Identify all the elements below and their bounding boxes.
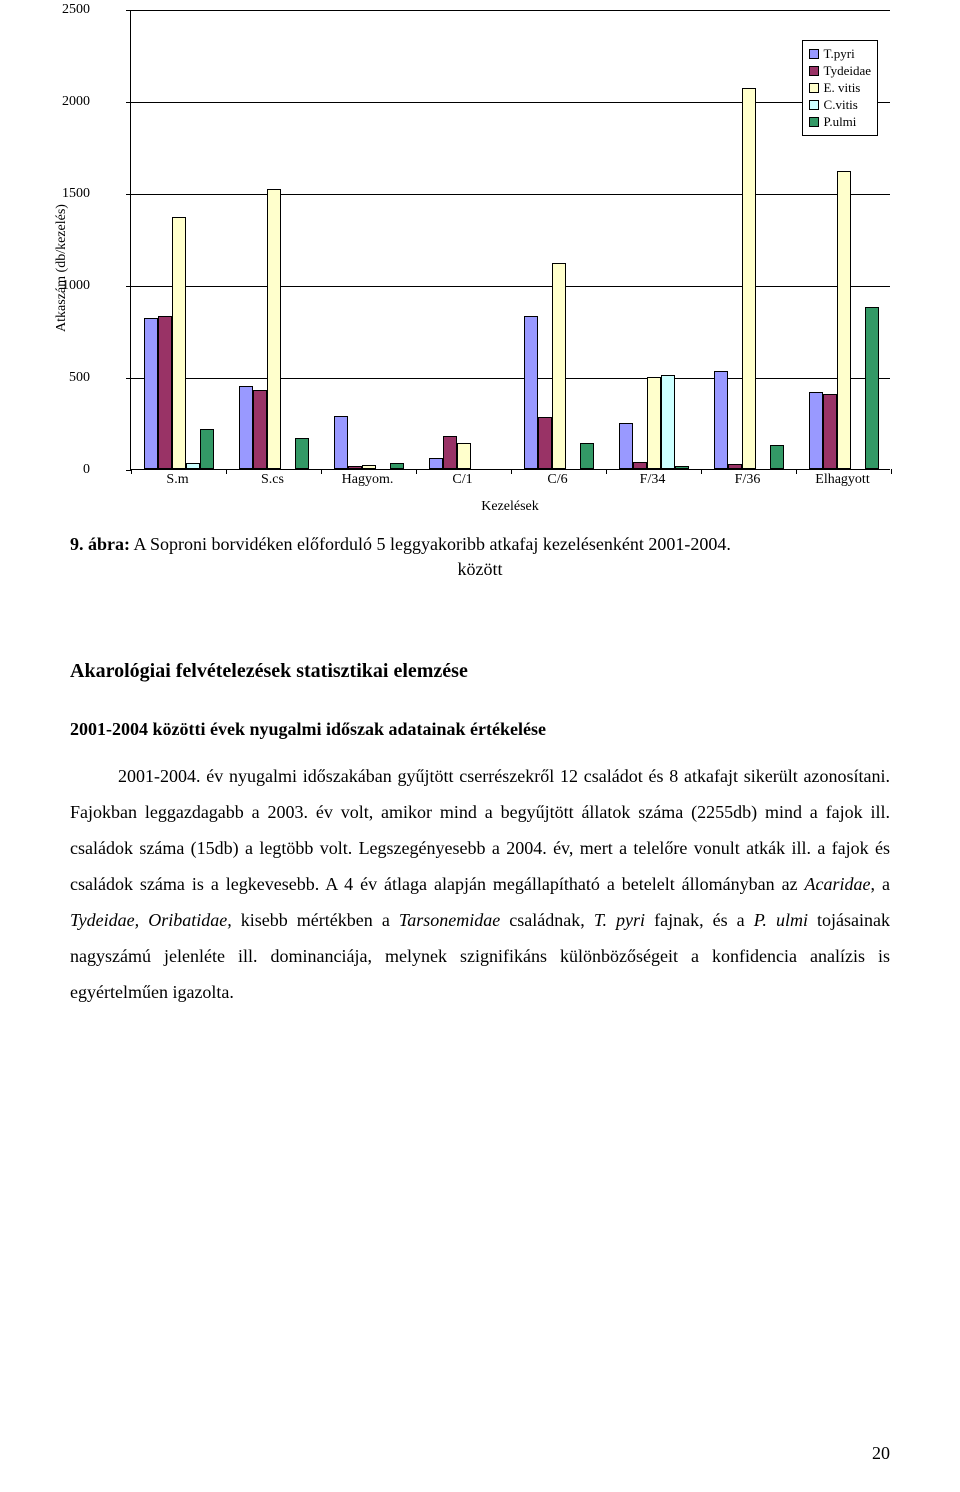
bar bbox=[443, 436, 457, 469]
bar-group bbox=[619, 10, 689, 469]
legend-label: Tydeidae bbox=[824, 63, 871, 79]
bar bbox=[362, 465, 376, 469]
chart-plot-area bbox=[130, 10, 890, 470]
bar-group bbox=[524, 10, 594, 469]
body-paragraph: 2001-2004. év nyugalmi időszakában gyűjt… bbox=[70, 758, 890, 1010]
y-tick-label: 2000 bbox=[62, 94, 90, 110]
legend-swatch bbox=[809, 83, 819, 93]
section-title: Akarológiai felvételezések statisztikai … bbox=[70, 660, 890, 683]
bar bbox=[728, 464, 742, 469]
legend-item: Tydeidae bbox=[809, 63, 871, 79]
bar bbox=[633, 462, 647, 469]
legend-swatch bbox=[809, 49, 819, 59]
section-subtitle: 2001-2004 közötti évek nyugalmi időszak … bbox=[70, 719, 890, 740]
legend-label: P.ulmi bbox=[824, 114, 857, 130]
bar bbox=[809, 392, 823, 469]
bar bbox=[200, 429, 214, 469]
bar-group bbox=[429, 10, 499, 469]
bar bbox=[619, 423, 633, 469]
bar bbox=[334, 416, 348, 469]
bar bbox=[253, 390, 267, 469]
bar bbox=[144, 318, 158, 469]
bar bbox=[770, 445, 784, 469]
legend-item: P.ulmi bbox=[809, 114, 871, 130]
legend-label: E. vitis bbox=[824, 80, 861, 96]
caption-label: 9. ábra: bbox=[70, 534, 130, 554]
x-tick-label: Elhagyott bbox=[815, 472, 869, 488]
legend-swatch bbox=[809, 117, 819, 127]
legend-swatch bbox=[809, 100, 819, 110]
y-tick-label: 1000 bbox=[62, 278, 90, 294]
y-tick-label: 0 bbox=[83, 462, 90, 478]
x-axis-title: Kezelések bbox=[130, 499, 890, 515]
bar bbox=[348, 466, 362, 469]
x-tick-label: S.cs bbox=[261, 472, 284, 488]
x-tick-label: F/36 bbox=[735, 472, 761, 488]
bar bbox=[186, 463, 200, 469]
bar bbox=[714, 371, 728, 469]
bar bbox=[580, 443, 594, 469]
bar bbox=[837, 171, 851, 469]
bar-group bbox=[714, 10, 784, 469]
legend-swatch bbox=[809, 66, 819, 76]
body-text: 2001-2004. év nyugalmi időszakában gyűjt… bbox=[70, 758, 890, 1010]
legend-label: C.vitis bbox=[824, 97, 858, 113]
bar bbox=[675, 466, 689, 469]
caption-line1: A Soproni borvidéken előforduló 5 leggya… bbox=[134, 534, 731, 554]
legend-label: T.pyri bbox=[824, 46, 855, 62]
page-number: 20 bbox=[872, 1443, 890, 1464]
bar bbox=[295, 438, 309, 469]
y-tick-label: 2500 bbox=[62, 2, 90, 18]
bar bbox=[390, 463, 404, 469]
x-tick-label: C/1 bbox=[452, 472, 472, 488]
page: Atkaszám (db/kezelés) 0 500 1000 1500 2000 25… bbox=[0, 0, 960, 1492]
bar-group bbox=[334, 10, 404, 469]
bar bbox=[647, 377, 661, 469]
bar bbox=[158, 316, 172, 469]
legend-item: E. vitis bbox=[809, 80, 871, 96]
bar bbox=[552, 263, 566, 469]
x-tick-label: C/6 bbox=[547, 472, 567, 488]
bar bbox=[661, 375, 675, 469]
chart-legend: T.pyriTydeidaeE. vitisC.vitisP.ulmi bbox=[802, 40, 878, 136]
bar bbox=[172, 217, 186, 469]
bar bbox=[267, 189, 281, 469]
legend-item: T.pyri bbox=[809, 46, 871, 62]
legend-item: C.vitis bbox=[809, 97, 871, 113]
bar bbox=[429, 458, 443, 469]
bar bbox=[538, 417, 552, 469]
x-tick-label: F/34 bbox=[640, 472, 666, 488]
bar bbox=[239, 386, 253, 469]
bar-group bbox=[239, 10, 309, 469]
bar-chart: Atkaszám (db/kezelés) 050010001500200025… bbox=[70, 10, 890, 510]
y-tick-label: 1500 bbox=[62, 186, 90, 202]
y-tick-label: 500 bbox=[69, 370, 90, 386]
bar bbox=[742, 88, 756, 469]
caption-line2: között bbox=[70, 559, 890, 580]
bar bbox=[865, 307, 879, 469]
y-axis-title: Atkaszám (db/kezelés) bbox=[54, 204, 70, 332]
bar bbox=[524, 316, 538, 469]
bar bbox=[457, 443, 471, 469]
x-tick-label: S.m bbox=[166, 472, 188, 488]
bar-group bbox=[144, 10, 214, 469]
figure-caption: 9. ábra: A Soproni borvidéken előforduló… bbox=[70, 534, 890, 580]
bar bbox=[823, 394, 837, 469]
x-tick-label: Hagyom. bbox=[342, 472, 394, 488]
x-axis-labels: S.m S.cs Hagyom. C/1 C/6 F/34 F/36 Elhagyott bbox=[130, 472, 890, 492]
